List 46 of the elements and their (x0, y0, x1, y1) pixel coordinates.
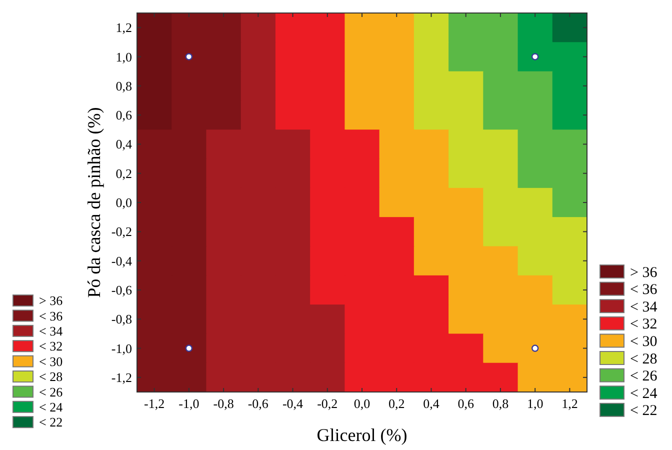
x-tick-label: 1,0 (526, 396, 544, 411)
y-tick-label: 1,0 (116, 49, 132, 64)
y-axis-title: Pó da casca de pinhão (%) (84, 107, 104, 298)
x-tick-label: -0,4 (282, 396, 304, 411)
color-bar-label: < 36 (630, 282, 658, 298)
color-bar-label: < 34 (630, 299, 658, 316)
y-tick-label: -0,8 (111, 312, 132, 327)
text: < 32 (39, 338, 63, 354)
text: < 28 (39, 369, 63, 384)
text: < 30 (39, 354, 63, 369)
x-tick-label: -0,8 (213, 396, 234, 411)
y-tick-label: 0,2 (116, 166, 132, 181)
x-tick-label: 0,8 (492, 396, 509, 411)
x-tick-label: 0,6 (458, 396, 474, 411)
y-tick-label: 0,6 (116, 108, 132, 123)
color-bar-label: < 28 (630, 351, 658, 368)
text: < 24 (39, 399, 63, 414)
x-tick-label: 0,0 (354, 396, 370, 411)
x-axis-title: Glicerol (%) (316, 425, 408, 445)
x-tick-label: 0,2 (388, 396, 405, 411)
y-tick-label: 0,0 (116, 195, 132, 210)
color-bar-label: < 26 (630, 368, 658, 385)
y-tick-label: -1,0 (111, 340, 132, 356)
y-tick-label: -1,2 (111, 370, 132, 385)
y-tick-label: -0,6 (111, 282, 132, 298)
y-tick-label: 0,8 (116, 78, 132, 94)
text: < 34 (39, 323, 63, 338)
text: > 36 (39, 293, 63, 308)
color-bar-label: < 30 (630, 334, 658, 350)
x-tick-label: -0,2 (317, 396, 338, 411)
y-tick-label: 0,4 (116, 136, 132, 152)
y-tick-label: 1,2 (116, 20, 132, 36)
color-bar-label: < 32 (630, 316, 658, 333)
x-tick-label: 0,4 (423, 396, 440, 411)
text: < 22 (39, 414, 63, 430)
y-tick-label: -0,4 (111, 253, 132, 268)
x-tick-label: 1,2 (562, 396, 578, 411)
y-tick-label: -0,2 (111, 224, 132, 240)
x-tick-label: -0,6 (248, 396, 269, 411)
color-bar-label: < 24 (630, 386, 658, 402)
x-tick-label: -1,2 (144, 396, 165, 411)
color-bar-label: > 36 (630, 264, 658, 281)
x-tick-label: -1,0 (178, 396, 200, 411)
color-bar-label: < 22 (630, 403, 658, 420)
text: < 36 (39, 308, 63, 324)
text: < 26 (39, 384, 63, 400)
